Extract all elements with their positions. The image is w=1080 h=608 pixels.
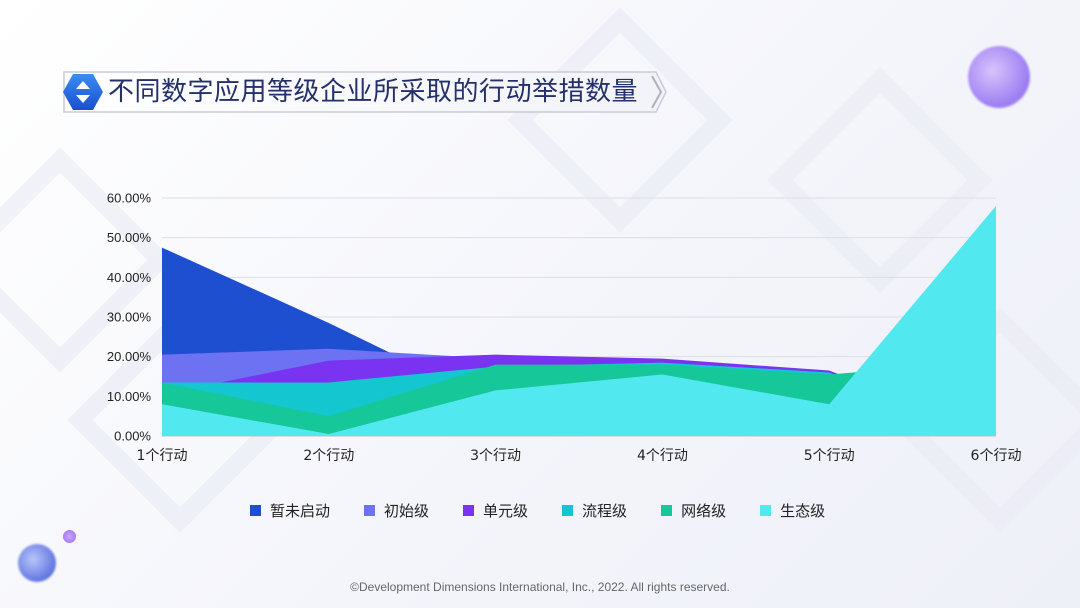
y-tick-label: 0.00%: [114, 429, 151, 444]
legend-item-1: 暂未启动: [250, 500, 330, 521]
y-tick-label: 30.00%: [107, 310, 152, 325]
legend-label: 网络级: [681, 501, 727, 520]
legend-swatch: [250, 504, 261, 516]
decorative-orb-bottom-left: [18, 544, 56, 582]
decorative-orb-small: [63, 530, 76, 543]
y-tick-label: 40.00%: [107, 270, 152, 285]
x-tick-label: 6个行动: [971, 448, 1022, 464]
legend-swatch: [760, 504, 772, 516]
legend-swatch: [562, 504, 574, 516]
legend-item-2: 初始级: [364, 500, 429, 521]
area-series-6: [162, 205, 996, 436]
legend-swatch: [364, 504, 376, 516]
copyright-footer: ©Development Dimensions International, I…: [350, 580, 730, 594]
x-tick-label: 2个行动: [303, 448, 354, 464]
x-tick-label: 4个行动: [637, 448, 688, 464]
x-tick-label: 3个行动: [470, 448, 521, 464]
legend-item-5: 网络级: [661, 500, 726, 521]
legend-item-4: 流程级: [562, 500, 627, 521]
decorative-orb-top-right: [968, 46, 1030, 108]
x-tick-label: 5个行动: [804, 448, 855, 464]
chart-legend: 暂未启动 初始级 单元级 流程级 网络级 生态级: [250, 500, 859, 520]
legend-label: 生态级: [780, 501, 826, 520]
legend-label: 单元级: [483, 501, 529, 520]
legend-swatch: [463, 504, 475, 516]
legend-item-6: 生态级: [760, 500, 825, 521]
page-title: 不同数字应用等级企业所采取的行动举措数量: [108, 77, 639, 107]
legend-label: 流程级: [582, 501, 628, 520]
legend-label: 暂未启动: [270, 501, 331, 520]
y-tick-label: 50.00%: [107, 230, 152, 245]
y-tick-label: 20.00%: [107, 349, 152, 364]
title-banner: [63, 71, 667, 113]
y-tick-label: 10.00%: [107, 389, 152, 404]
legend-label: 初始级: [384, 501, 430, 520]
legend-item-3: 单元级: [463, 500, 528, 521]
x-tick-label: 1个行动: [137, 448, 188, 464]
legend-swatch: [661, 504, 673, 516]
y-tick-label: 60.00%: [107, 191, 152, 206]
sort-arrows-icon: [63, 74, 103, 110]
